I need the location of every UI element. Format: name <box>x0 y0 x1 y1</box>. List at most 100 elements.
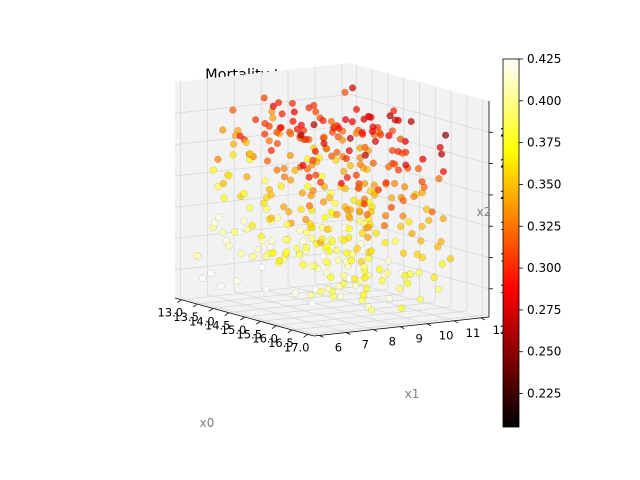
scatter-point <box>332 156 340 164</box>
scatter-point <box>388 194 396 202</box>
scatter-point <box>319 116 327 125</box>
scatter-point <box>374 186 383 194</box>
x-grid-floor <box>276 306 452 327</box>
scatter-point <box>273 214 282 222</box>
scatter-point <box>348 118 356 126</box>
colorbar-tick-label: 0.225 <box>527 387 561 401</box>
scatter-point <box>260 199 268 207</box>
scatter-point <box>352 129 360 137</box>
scatter-point <box>352 105 361 114</box>
scatter-point <box>331 199 339 208</box>
x-tick-mark <box>208 308 214 312</box>
scatter-point <box>403 279 412 287</box>
scatter-point <box>308 262 316 270</box>
scatter-point <box>210 219 219 227</box>
scatter-point <box>346 214 354 222</box>
scatter-point <box>352 171 360 179</box>
scatter-point <box>327 273 335 281</box>
scatter-point <box>343 249 351 257</box>
scatter-point <box>414 165 423 173</box>
scatter-point <box>229 140 238 148</box>
y-tick-mark <box>453 320 459 324</box>
scatter-point <box>394 147 402 156</box>
scatter-point <box>341 184 349 193</box>
scatter-point <box>326 194 334 202</box>
scatter-point <box>287 130 295 138</box>
scatter-point <box>425 216 433 225</box>
x-grid-floor <box>197 284 373 305</box>
scatter-point <box>362 284 371 292</box>
scatter-point <box>308 235 316 243</box>
x-grid-floor <box>260 301 436 322</box>
x-grid-floor <box>228 293 404 314</box>
colorbar: 0.225 0.250 0.275 0.300 0.325 0.350 0.375 0.400… <box>502 52 561 428</box>
scatter-point <box>339 271 348 280</box>
scatter-point <box>396 135 405 143</box>
scatter-point <box>335 124 343 132</box>
scatter-point <box>262 205 271 213</box>
scatter-point <box>293 125 302 133</box>
scatter-point <box>359 291 368 299</box>
scatter-point <box>366 187 375 195</box>
colorbar-tick-label: 0.275 <box>527 303 561 317</box>
x-tick-label: 14.0 <box>189 314 215 328</box>
scatter-point <box>261 130 269 138</box>
x-tick-label: 13.0 <box>158 306 184 320</box>
scatter-point <box>275 256 284 265</box>
scatter-point <box>418 253 427 262</box>
scatter-point <box>296 226 304 235</box>
scatter-point <box>340 236 348 244</box>
z-grid-left <box>174 219 351 239</box>
scatter-point <box>251 116 260 124</box>
y-axis-line <box>313 316 490 337</box>
scatter-point <box>394 166 403 174</box>
scatter-point <box>265 122 273 130</box>
scatter-point <box>320 139 328 148</box>
scatter-point <box>307 291 315 299</box>
scatter-point <box>274 98 283 107</box>
scatter-point <box>346 161 355 170</box>
scatter-point <box>269 102 277 110</box>
scatter-point <box>340 167 348 176</box>
scatter-point <box>337 179 345 188</box>
scatter-point <box>418 222 426 231</box>
scatter-point <box>333 210 341 219</box>
scatter-point <box>340 280 348 288</box>
scatter-point <box>316 287 325 296</box>
x-tick-mark <box>224 312 229 317</box>
scatter-point <box>316 178 325 186</box>
scatter-point <box>346 134 354 143</box>
scatter-point <box>299 261 307 269</box>
z-grid-left <box>174 93 351 114</box>
scatter-point <box>262 253 270 261</box>
scatter-point <box>439 214 447 223</box>
scatter-point <box>260 94 268 102</box>
scatter-point <box>381 239 389 247</box>
scatter-point <box>401 183 409 191</box>
scatter-point <box>291 289 299 297</box>
scatter-point <box>322 257 331 266</box>
scatter-point <box>308 299 316 308</box>
scatter-point <box>361 143 369 151</box>
scatter-point <box>401 271 409 280</box>
scatter-point <box>386 112 394 120</box>
y-tick-label: 6 <box>335 340 342 354</box>
scatter-point <box>378 276 386 285</box>
y-grid-floor <box>180 297 320 336</box>
y-grid-floor <box>261 288 401 328</box>
scatter-point <box>243 173 251 181</box>
scatter-point <box>397 304 406 312</box>
scatter-point <box>311 147 320 156</box>
scatter-point <box>336 292 345 301</box>
y-tick-label: 8 <box>389 335 396 349</box>
scatter-point <box>273 128 281 136</box>
scatter-point <box>327 117 336 126</box>
scatter-point <box>415 269 423 277</box>
scatter-point <box>278 110 286 118</box>
y-tick-mark <box>399 326 405 330</box>
scatter-point <box>333 148 341 157</box>
scatter-point <box>419 155 427 163</box>
scatter-point <box>286 176 295 184</box>
scatter-point <box>214 155 222 163</box>
